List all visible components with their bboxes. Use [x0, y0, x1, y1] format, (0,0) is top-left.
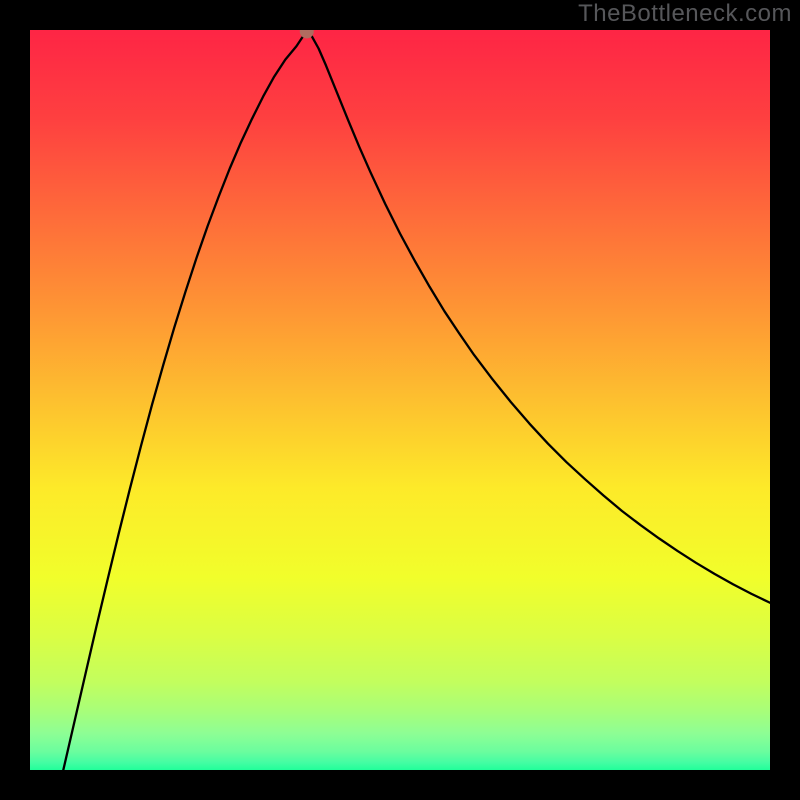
- bottleneck-chart: [30, 30, 770, 770]
- chart-container: TheBottleneck.com: [0, 0, 800, 800]
- plot-area: [30, 30, 770, 770]
- watermark-text: TheBottleneck.com: [578, 0, 792, 28]
- gradient-background: [30, 30, 770, 770]
